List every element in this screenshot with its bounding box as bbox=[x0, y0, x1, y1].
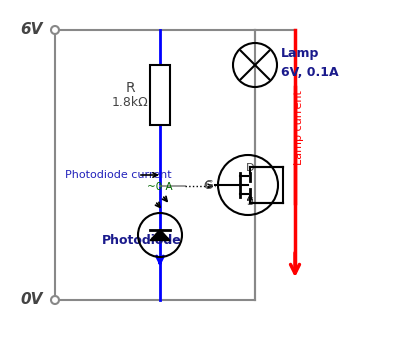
Text: S: S bbox=[247, 197, 253, 207]
Text: Lamp
6V, 0.1A: Lamp 6V, 0.1A bbox=[281, 47, 339, 79]
Text: G: G bbox=[204, 180, 213, 190]
Text: 6V: 6V bbox=[21, 22, 43, 37]
Bar bbox=[150, 65, 170, 125]
Text: 1.8kΩ: 1.8kΩ bbox=[112, 97, 148, 109]
Text: D: D bbox=[246, 163, 254, 173]
Text: Photodiode: Photodiode bbox=[102, 234, 182, 246]
Text: Photodiode current: Photodiode current bbox=[65, 170, 172, 180]
Text: R: R bbox=[125, 81, 135, 95]
Polygon shape bbox=[150, 229, 170, 240]
Text: ~0 A: ~0 A bbox=[147, 182, 173, 192]
Text: Lamp current: Lamp current bbox=[294, 90, 304, 165]
Text: 0V: 0V bbox=[21, 292, 43, 308]
Text: G: G bbox=[204, 181, 212, 191]
